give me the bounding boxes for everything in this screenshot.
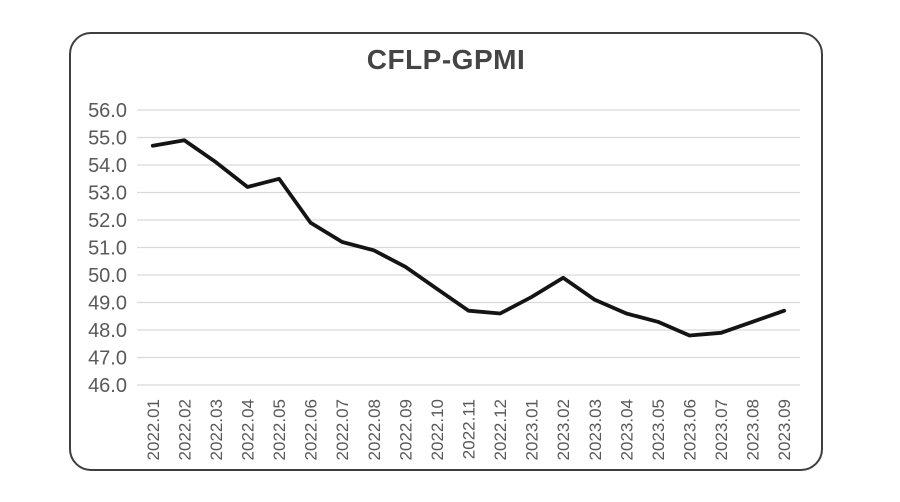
x-tick-label: 2023.06 bbox=[681, 399, 700, 460]
y-tick-label: 48.0 bbox=[88, 320, 127, 342]
x-tick-label: 2022.11 bbox=[460, 399, 479, 459]
y-tick-label: 46.0 bbox=[88, 375, 127, 397]
y-tick-label: 49.0 bbox=[88, 293, 127, 315]
chart-frame bbox=[69, 32, 823, 471]
x-tick-label: 2022.05 bbox=[270, 399, 289, 460]
x-tick-label: 2022.10 bbox=[428, 399, 447, 460]
chart-title: CFLP-GPMI bbox=[366, 44, 526, 75]
x-tick-label: 2023.03 bbox=[586, 399, 605, 460]
y-tick-label: 52.0 bbox=[88, 210, 127, 232]
x-tick-label: 2023.08 bbox=[744, 399, 763, 460]
y-tick-label: 50.0 bbox=[88, 265, 127, 287]
y-tick-label: 56.0 bbox=[88, 100, 127, 122]
x-tick-label: 2023.02 bbox=[554, 399, 573, 460]
y-tick-label: 55.0 bbox=[88, 128, 127, 150]
x-tick-label: 2022.06 bbox=[302, 399, 321, 460]
y-tick-label: 54.0 bbox=[88, 155, 127, 177]
y-tick-label: 47.0 bbox=[88, 348, 127, 370]
x-tick-label: 2023.01 bbox=[523, 399, 542, 460]
y-tick-label: 53.0 bbox=[88, 183, 127, 205]
x-tick-label: 2022.08 bbox=[365, 399, 384, 460]
x-tick-label: 2022.02 bbox=[175, 399, 194, 460]
x-tick-label: 2023.09 bbox=[775, 399, 794, 460]
x-tick-label: 2022.07 bbox=[333, 399, 352, 460]
x-tick-label: 2022.01 bbox=[144, 399, 163, 460]
x-tick-label: 2023.07 bbox=[712, 399, 731, 460]
x-tick-label: 2023.04 bbox=[617, 399, 636, 460]
x-tick-label: 2022.09 bbox=[396, 399, 415, 460]
x-tick-label: 2022.04 bbox=[239, 399, 258, 460]
x-tick-label: 2022.12 bbox=[491, 399, 510, 460]
y-tick-label: 51.0 bbox=[88, 238, 127, 260]
x-tick-label: 2023.05 bbox=[649, 399, 668, 460]
x-tick-label: 2022.03 bbox=[207, 399, 226, 460]
data-line-series bbox=[150, 138, 787, 338]
